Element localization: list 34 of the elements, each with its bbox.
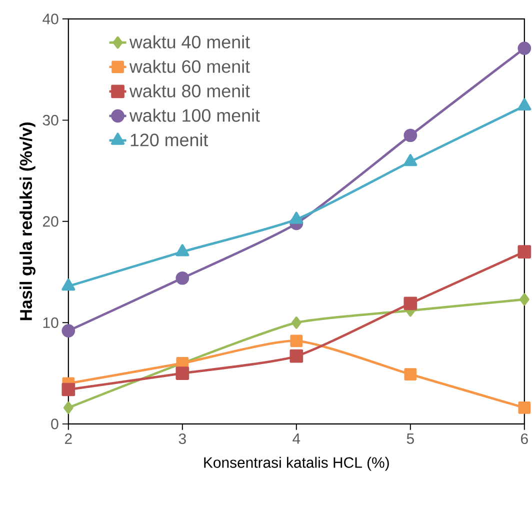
point [291, 316, 302, 329]
y-tick-label: 10 [43, 317, 58, 328]
point [176, 271, 190, 285]
point [404, 154, 418, 166]
point [290, 212, 304, 224]
point [404, 128, 418, 142]
legend-label: waktu 60 menit [129, 60, 250, 73]
point [62, 324, 76, 338]
point [62, 278, 76, 291]
point [404, 296, 418, 310]
x-tick-label: 5 [406, 433, 414, 444]
point [62, 382, 76, 396]
x-tick-label: 4 [292, 433, 300, 444]
point [290, 334, 303, 348]
legend-label: 120 menit [130, 133, 208, 146]
point [176, 244, 190, 256]
y-tick-label: 20 [43, 216, 58, 227]
legend-label: waktu 100 menit [129, 108, 260, 122]
point [63, 402, 74, 414]
point [519, 293, 530, 306]
point [518, 402, 531, 414]
legend-label: waktu 80 menit [129, 84, 250, 98]
y-tick-label: 40 [42, 14, 58, 24]
x-tick-label: 6 [521, 433, 528, 444]
point [290, 349, 304, 363]
y-axis-title: Hasil gula reduksi (%v/v) [20, 122, 36, 320]
x-tick-label: 2 [65, 433, 72, 444]
y-tick-label: 0 [51, 418, 58, 430]
legend-label: waktu 40 menit [129, 35, 250, 48]
point [404, 368, 417, 380]
point [176, 366, 190, 380]
x-axis-title: Konsentrasi katalis HCL (%) [204, 456, 389, 471]
x-tick-label: 3 [178, 433, 186, 444]
y-tick-label: 30 [42, 114, 58, 126]
